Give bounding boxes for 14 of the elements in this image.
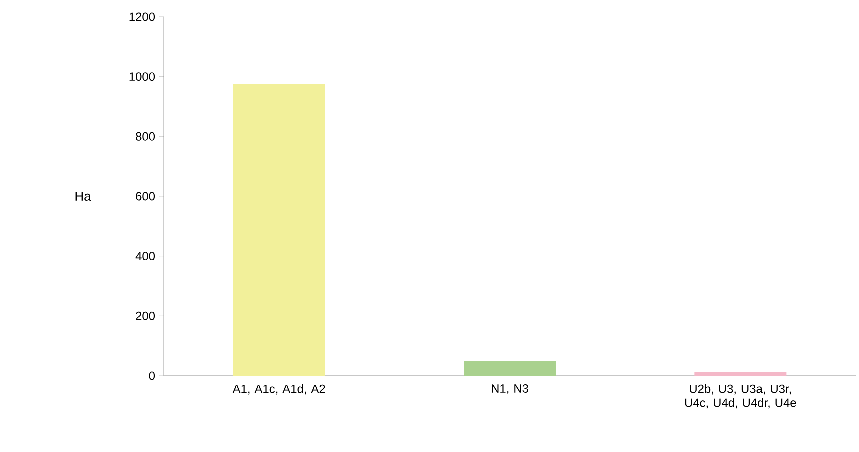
y-tick-label: 1000: [130, 72, 156, 82]
y-tick-label: 400: [136, 252, 156, 261]
y-axis-title: Ha: [76, 192, 92, 202]
x-tick-label: U2b, U3, U3a, U3r, U4c, U4d, U4dr, U4e: [685, 384, 796, 409]
x-tick-label: A1, A1c, A1d, A2: [232, 384, 326, 395]
y-tick-label: 0: [149, 372, 156, 380]
y-tick-label: 1200: [130, 12, 156, 22]
bar: [464, 361, 556, 376]
y-tick-label: 200: [136, 312, 156, 320]
bar: [694, 372, 787, 376]
y-tick-label: 800: [136, 132, 156, 141]
bar: [233, 84, 326, 376]
x-tick-label: N1, N3: [492, 384, 528, 394]
y-tick-label: 600: [136, 192, 156, 201]
